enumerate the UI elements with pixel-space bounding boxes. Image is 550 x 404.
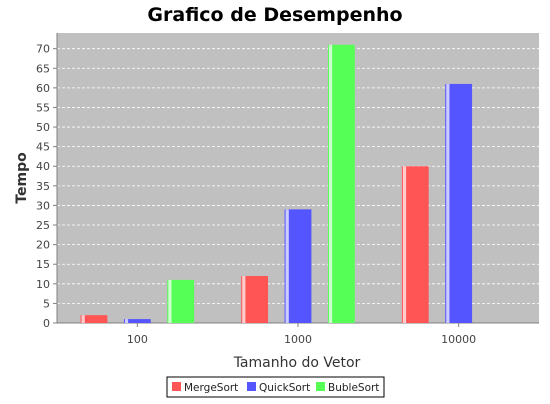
bar-quicksort-1000 [284, 209, 312, 323]
bar-highlight [124, 319, 129, 323]
chart-title: Grafico de Desempenho [147, 4, 402, 26]
bar-highlight [402, 166, 407, 323]
legend-swatch [172, 382, 181, 391]
bar-quicksort-100 [123, 319, 151, 323]
y-tick-label: 20 [36, 239, 50, 252]
bar [80, 315, 108, 323]
legend: MergeSort QuickSort BubleSort [166, 376, 385, 398]
y-tick-label: 25 [36, 219, 50, 232]
y-tick-label: 5 [43, 297, 50, 310]
bar-bublesort-1000 [327, 44, 355, 324]
y-axis-label: Tempo [14, 152, 30, 204]
y-tick-label: 35 [36, 180, 50, 193]
x-tick-label: 10000 [441, 333, 476, 346]
bar-mergesort-1000 [241, 275, 269, 323]
bar-highlight [242, 275, 246, 323]
bar [123, 319, 151, 323]
bar-highlight [285, 209, 289, 323]
y-tick-label: 65 [36, 62, 50, 75]
y-tick-label: 45 [36, 141, 50, 154]
bar-mergesort-100 [80, 315, 108, 323]
y-tick-label: 30 [36, 199, 50, 212]
bar-mergesort-10000 [401, 166, 429, 323]
legend-item-label: BubleSort [328, 382, 379, 394]
legend-item-label: QuickSort [259, 382, 310, 394]
bar [401, 166, 429, 323]
bar-highlight [446, 83, 450, 323]
bar [167, 279, 195, 323]
y-tick-label: 70 [36, 43, 50, 56]
bar-highlight [168, 279, 172, 323]
x-axis-label: Tamanho do Vetor [233, 355, 361, 371]
bar-quicksort-10000 [445, 83, 473, 323]
y-tick-label: 50 [36, 121, 50, 134]
y-tick-label: 10 [36, 278, 50, 291]
y-tick-label: 60 [36, 82, 50, 95]
bar [327, 44, 355, 324]
bar [445, 83, 473, 323]
y-tick-label: 0 [43, 317, 50, 330]
legend-box [166, 376, 385, 398]
y-tick-label: 15 [36, 258, 50, 271]
bar-bublesort-100 [167, 279, 195, 323]
bar [284, 209, 312, 323]
x-tick-label: 1000 [284, 333, 312, 346]
legend-swatch [316, 382, 325, 391]
y-tick-label: 55 [36, 101, 50, 114]
legend-swatch [247, 382, 256, 391]
y-tick-label: 40 [36, 160, 50, 173]
bar-highlight [81, 315, 85, 323]
plot-area: 0 5 10 15 20 25 30 35 40 45 50 55 60 65 70 100 1000 10000 [36, 33, 539, 346]
x-tick-label: 100 [127, 333, 148, 346]
bar [241, 275, 269, 323]
bar-highlight [328, 44, 333, 324]
legend-item-label: MergeSort [184, 382, 238, 394]
